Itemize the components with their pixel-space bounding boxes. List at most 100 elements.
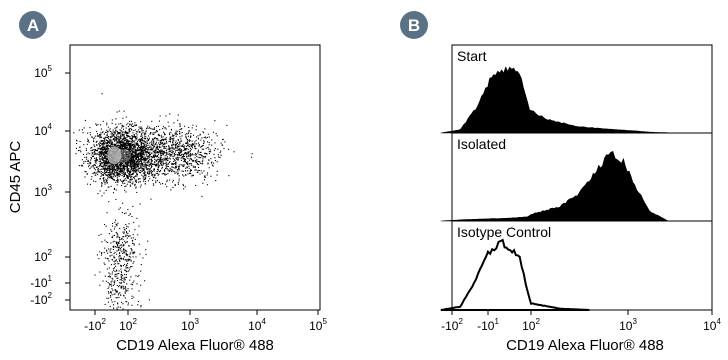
scatter-point <box>199 134 201 136</box>
scatter-point <box>172 156 174 158</box>
scatter-point <box>157 167 159 169</box>
scatter-point <box>190 136 192 138</box>
scatter-point <box>145 130 147 132</box>
scatter-point <box>154 155 156 157</box>
scatter-point <box>142 154 144 156</box>
scatter-point <box>186 167 188 169</box>
scatter-point <box>139 148 141 150</box>
scatter-point <box>115 166 117 168</box>
scatter-point <box>187 173 189 175</box>
scatter-point <box>90 157 92 159</box>
scatter-point <box>104 157 106 159</box>
scatter-point <box>101 168 103 170</box>
scatter-point <box>181 149 183 151</box>
scatter-point <box>101 140 103 142</box>
scatter-point <box>168 171 170 173</box>
scatter-point <box>210 151 212 153</box>
scatter-point <box>176 145 178 147</box>
scatter-point <box>86 143 88 145</box>
scatter-point <box>121 237 123 239</box>
scatter-point <box>184 148 186 150</box>
scatter-point <box>120 249 122 251</box>
scatter-point <box>107 147 109 149</box>
scatter-point <box>149 154 151 156</box>
scatter-point <box>140 264 142 266</box>
scatter-point <box>151 147 153 149</box>
scatter-point <box>127 232 129 234</box>
scatter-point <box>120 163 122 165</box>
scatter-point <box>112 178 114 180</box>
scatter-point <box>130 141 132 143</box>
scatter-point <box>187 144 189 146</box>
scatter-point <box>172 141 174 143</box>
scatter-point <box>217 148 219 150</box>
scatter-point <box>168 151 170 153</box>
scatter-point <box>135 144 137 146</box>
scatter-point <box>194 152 196 154</box>
scatter-point <box>103 179 105 181</box>
scatter-point <box>136 191 138 193</box>
scatter-point <box>103 143 105 145</box>
scatter-point <box>132 173 134 175</box>
scatter-point <box>135 150 137 152</box>
scatter-point <box>83 127 85 129</box>
scatter-point <box>145 174 147 176</box>
scatter-point <box>83 162 85 164</box>
scatter-point <box>96 166 98 168</box>
scatter-point <box>106 136 108 138</box>
scatter-point <box>147 151 149 153</box>
scatter-point <box>169 154 171 156</box>
scatter-point <box>127 267 129 269</box>
scatter-point <box>122 126 124 128</box>
scatter-point <box>126 260 128 262</box>
scatter-point <box>108 267 110 269</box>
scatter-point <box>115 164 117 166</box>
scatter-point <box>112 176 114 178</box>
scatter-point <box>100 158 102 160</box>
scatter-point <box>144 144 146 146</box>
scatter-point <box>148 137 150 139</box>
scatter-point <box>183 155 185 157</box>
scatter-point <box>126 283 128 285</box>
scatter-point <box>119 255 121 257</box>
scatter-point <box>146 144 148 146</box>
scatter-point <box>131 240 133 242</box>
scatter-point <box>107 160 109 162</box>
scatter-point <box>185 170 187 172</box>
scatter-point <box>140 270 142 272</box>
scatter-point <box>149 133 151 135</box>
scatter-point <box>206 153 208 155</box>
scatter-point <box>133 170 135 172</box>
scatter-point <box>104 138 106 140</box>
scatter-point <box>158 144 160 146</box>
scatter-point <box>99 178 101 180</box>
scatter-point <box>111 280 113 282</box>
scatter-point <box>133 155 135 157</box>
scatter-point <box>140 153 142 155</box>
scatter-point <box>102 173 104 175</box>
scatter-point <box>178 158 180 160</box>
scatter-point <box>135 186 137 188</box>
scatter-point <box>125 152 127 154</box>
scatter-point <box>146 172 148 174</box>
scatter-point <box>116 142 118 144</box>
scatter-point <box>202 144 204 146</box>
scatter-point <box>94 171 96 173</box>
scatter-point <box>185 167 187 169</box>
scatter-point <box>130 158 132 160</box>
scatter-point <box>147 149 149 151</box>
scatter-point <box>101 185 103 187</box>
scatter-point <box>122 152 124 154</box>
scatter-point <box>121 131 123 133</box>
scatter-point <box>123 137 125 139</box>
scatter-point <box>131 163 133 165</box>
scatter-point <box>161 140 163 142</box>
scatter-point <box>150 149 152 151</box>
scatter-point <box>106 129 108 131</box>
scatter-point <box>132 140 134 142</box>
scatter-point <box>135 136 137 138</box>
scatter-point <box>123 171 125 173</box>
scatter-point <box>189 159 191 161</box>
scatter-point <box>211 144 213 146</box>
scatter-point <box>116 168 118 170</box>
